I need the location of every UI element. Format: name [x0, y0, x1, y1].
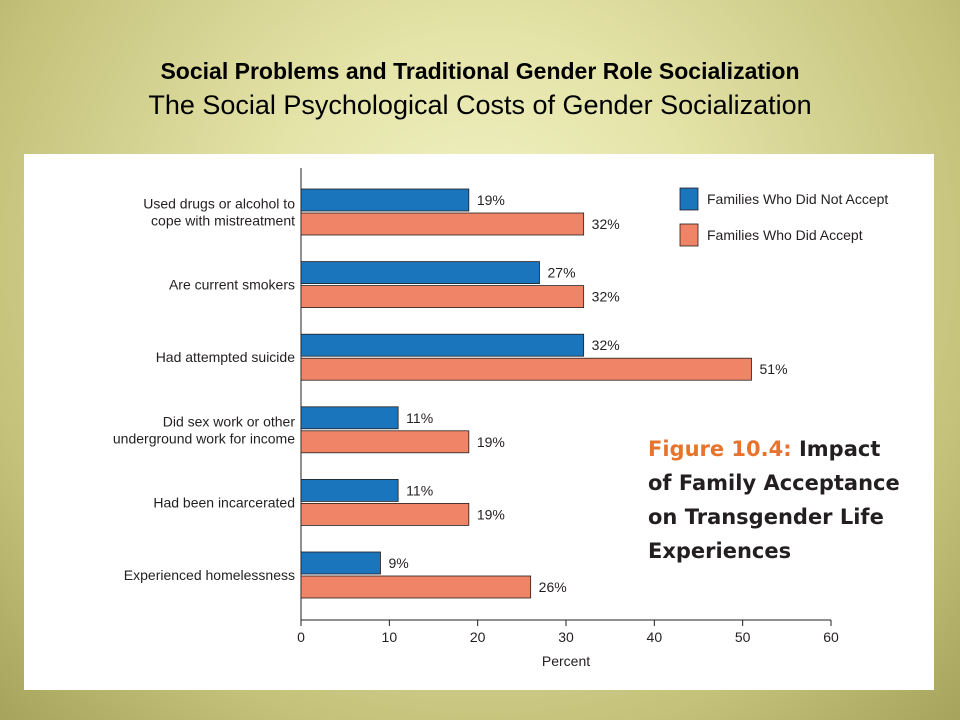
- figure-title-part: Impact: [799, 437, 880, 461]
- bar: [300, 406, 399, 430]
- legend-label: Families Who Did Not Accept: [707, 191, 888, 207]
- x-tick-label: 50: [735, 629, 751, 645]
- figure-number: Figure 10.4:: [648, 437, 799, 461]
- x-tick-label: 60: [823, 629, 839, 645]
- category-label: Had attempted suicide: [156, 349, 296, 365]
- x-tick-label: 10: [382, 629, 398, 645]
- bar: [300, 575, 532, 599]
- slide-title: Social Problems and Traditional Gender R…: [160, 58, 800, 84]
- bar: [300, 285, 585, 309]
- category-label: Are current smokers: [169, 277, 295, 293]
- x-tick-label: 20: [470, 629, 486, 645]
- bar: [300, 212, 585, 236]
- value-label: 26%: [539, 579, 567, 595]
- category-label: underground work for income: [113, 430, 295, 446]
- bar: [300, 261, 540, 284]
- figure-caption-line: Experiences: [648, 539, 791, 563]
- x-tick-label: 30: [558, 629, 574, 645]
- figure-caption-line: Figure 10.4: Impact: [648, 437, 880, 461]
- legend-swatch: [679, 187, 699, 211]
- bar: [300, 333, 585, 357]
- category-label: Had been incarcerated: [153, 494, 295, 510]
- value-label: 32%: [592, 289, 620, 305]
- category-label: Did sex work or other: [163, 413, 296, 429]
- bar: [300, 430, 470, 454]
- value-label: 19%: [477, 434, 505, 450]
- legend-swatch: [679, 223, 699, 247]
- bar: [300, 551, 381, 575]
- bar: [300, 357, 752, 381]
- value-label: 51%: [760, 361, 788, 377]
- figure-caption-line: of Family Acceptance: [648, 471, 900, 495]
- bar: [300, 478, 399, 502]
- chart-panel: 0 10 20 30 40 50 60 Percent 19% 32% Used drugs or …: [24, 154, 934, 690]
- x-axis-title: Percent: [542, 653, 590, 669]
- value-label: 32%: [592, 337, 620, 353]
- category-label: Used drugs or alcohol to: [143, 196, 295, 212]
- value-label: 32%: [592, 216, 620, 232]
- value-label: 9%: [389, 555, 409, 571]
- bar: [300, 188, 470, 212]
- category-label: Experienced homelessness: [124, 567, 295, 583]
- bar: [300, 502, 470, 526]
- category-label: cope with mistreatment: [151, 213, 295, 229]
- bar-chart: 0 10 20 30 40 50 60 Percent 19% 32% Used drugs or …: [113, 168, 900, 669]
- x-tick-label: 0: [297, 629, 305, 645]
- legend-label: Families Who Did Accept: [707, 227, 863, 243]
- x-tick-label: 40: [647, 629, 663, 645]
- value-label: 11%: [406, 410, 433, 426]
- figure-caption-line: on Transgender Life: [648, 505, 884, 529]
- slide-subtitle: The Social Psychological Costs of Gender…: [148, 90, 812, 120]
- value-label: 27%: [548, 265, 576, 281]
- value-label: 19%: [477, 506, 505, 522]
- value-label: 19%: [477, 192, 505, 208]
- value-label: 11%: [406, 482, 433, 498]
